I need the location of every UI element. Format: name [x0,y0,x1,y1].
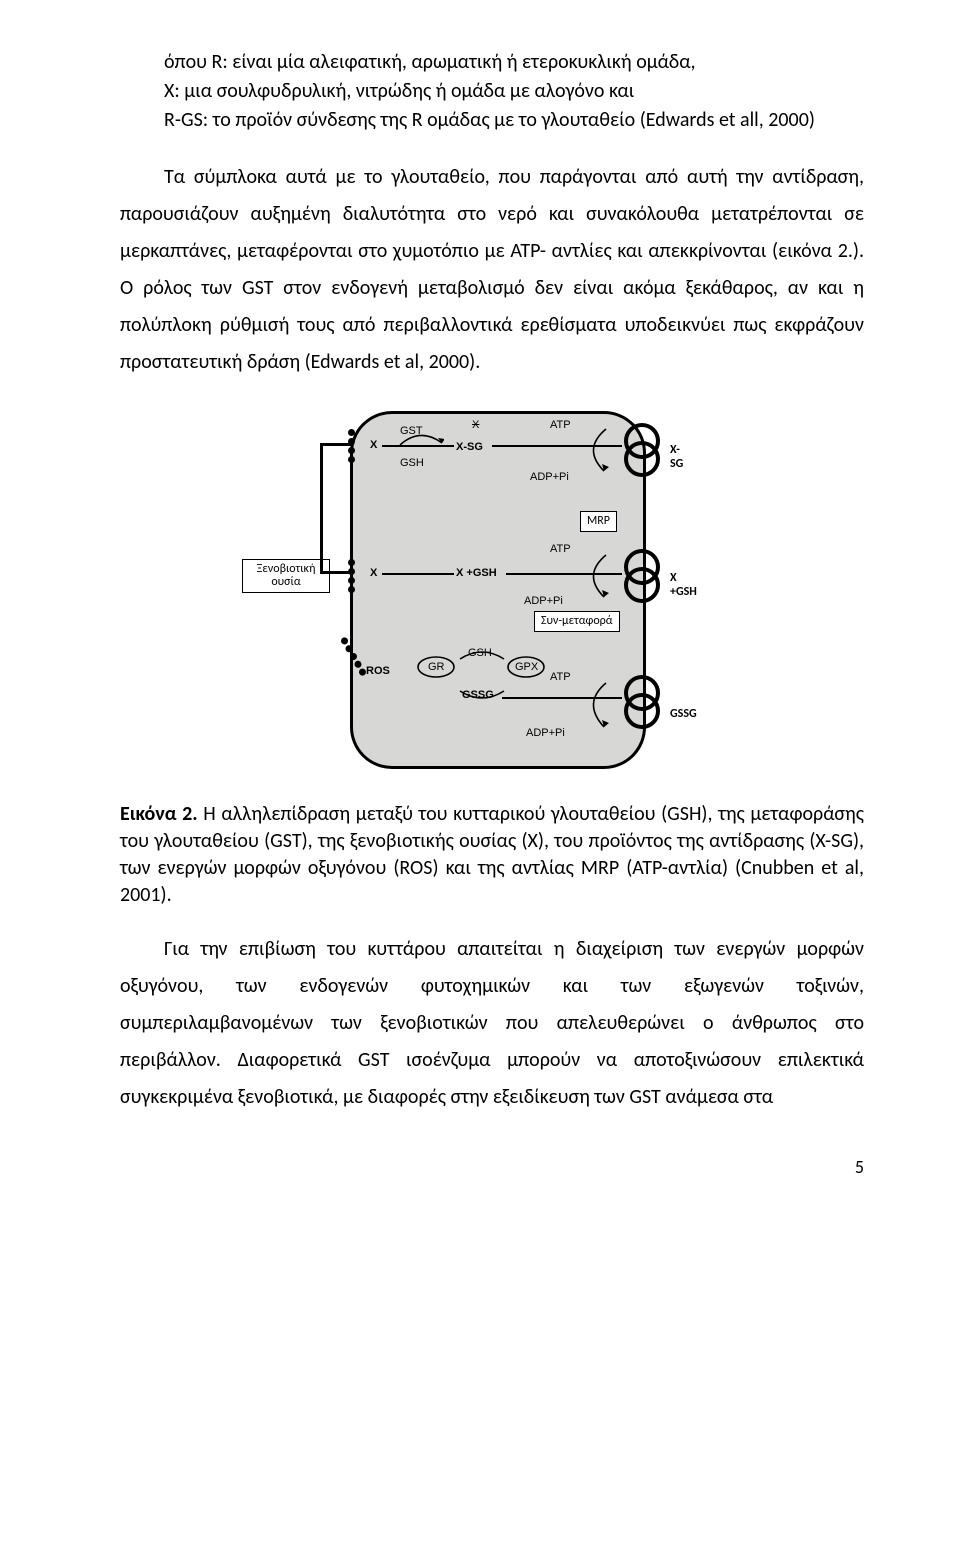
ext-label-xsg: X-SG [670,443,683,471]
label-cotransport: Συν-μεταφορά [534,611,620,632]
def-line-2: X: μια σουλφυδρυλική, νιτρώδης ή ομάδα μ… [164,77,864,106]
fig-ATP1: ATP [550,419,571,431]
fig-ADP2: ADP+Pi [524,595,563,607]
figure-2: Ξενοβιοτική ουσία [120,407,864,767]
fig-Xstrike: X [472,419,479,431]
fig-GSH1: GSH [400,457,424,469]
fig-ATP3: ATP [550,671,571,683]
fig-ROS: ROS [366,665,390,677]
figure-cell-diagram: Ξενοβιοτική ουσία [302,407,682,767]
caption-lead: Εικόνα 2. [120,802,198,826]
ext-label-xgsh: X +GSH [670,571,697,599]
fig-XSG: X-SG [456,441,483,453]
fig-X2: X [370,567,377,579]
ext-label-gssg: GSSG [670,707,697,721]
label-xenobiotic: Ξενοβιοτική ουσία [242,559,330,593]
dots-channel-2-icon [348,559,355,593]
def-line-1: όπου R: είναι μία αλειφατική, αρωματική … [164,48,864,77]
label-mrp: MRP [580,511,617,532]
def-line-3: R-GS: το προϊόν σύνδεσης της R ομάδας με… [164,106,864,135]
pump-3-icon [624,685,656,715]
page-number: 5 [120,1156,864,1178]
atp-curve-3-icon [576,679,616,731]
arrow-mid1-icon [382,573,454,575]
caption-body: Η αλληλεπίδραση μεταξύ του κυτταρικού γλ… [120,802,864,907]
dots-channel-1-icon [348,429,355,463]
fig-GPX: GPX [515,661,538,673]
curve-gst-icon [398,429,444,449]
fig-ATP2: ATP [550,543,571,555]
atp-curve-1-icon [576,425,616,475]
paragraph-2: Για την επιβίωση του κυττάρου απαιτείται… [120,931,864,1116]
paragraph-1: Τα σύμπλοκα αυτά με το γλουταθείο, που π… [120,159,864,381]
cycle-arrows-icon [452,649,512,701]
ext-vert-line-icon [320,443,323,573]
fig-XGSH: X +GSH [456,567,497,579]
definition-list: όπου R: είναι μία αλειφατική, αρωματική … [120,48,864,135]
figure-2-caption: Εικόνα 2. Η αλληλεπίδραση μεταξύ του κυτ… [120,801,864,909]
fig-ADP1: ADP+Pi [530,471,569,483]
fig-X1: X [370,439,377,451]
pump-1-icon [624,433,656,463]
fig-ADP3: ADP+Pi [526,727,565,739]
fig-GR: GR [428,661,445,673]
atp-curve-2-icon [576,551,616,601]
pump-2-icon [624,559,656,589]
